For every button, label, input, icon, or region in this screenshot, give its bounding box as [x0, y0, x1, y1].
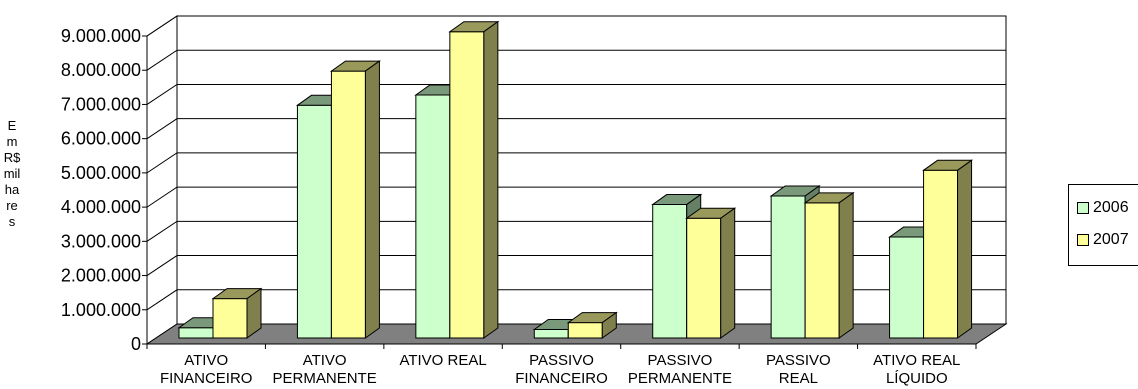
y-tick-label: 5.000.000 [61, 163, 141, 183]
x-tick-label: PASSIVO FINANCEIRO [515, 352, 608, 387]
bar-front [330, 70, 366, 339]
x-tick-label: ATIVO REAL [399, 352, 486, 369]
bar-side [483, 20, 499, 339]
legend: 2006 2007 [1068, 184, 1138, 266]
gridline [146, 49, 1006, 71]
gridline [146, 83, 1006, 105]
x-tick-label: ATIVO FINANCEIRO [160, 352, 253, 387]
x-tick-label: ATIVO REAL LÍQUIDO [873, 352, 960, 387]
bar-front [415, 94, 451, 339]
bar-front [533, 328, 569, 339]
bar-side [957, 159, 973, 339]
bar-front [652, 204, 688, 339]
bar-side [601, 311, 617, 339]
bar-2007-3 [448, 20, 500, 339]
bar-front [804, 202, 840, 339]
gridline [146, 152, 1006, 174]
legend-swatch-2006 [1077, 202, 1089, 214]
bar-front [296, 104, 332, 339]
side-wall [146, 15, 178, 345]
bar-side [720, 207, 736, 339]
bar-2007-2 [329, 60, 381, 339]
y-tick-label: 1.000.000 [61, 300, 141, 320]
y-tick-label: 9.000.000 [61, 26, 141, 46]
y-tick-label: 4.000.000 [61, 197, 141, 217]
y-tick-label: 2.000.000 [61, 266, 141, 286]
bar-front [449, 31, 485, 339]
x-tick-label: ATIVO PERMANENTE [273, 352, 377, 387]
bar-2007-6 [803, 191, 855, 339]
legend-label-2007: 2007 [1093, 231, 1129, 248]
bar-front [770, 195, 806, 339]
bar-2007-4 [566, 311, 618, 339]
bar-side [246, 287, 262, 339]
gridline [146, 118, 1006, 140]
y-axis-label: E m R$ mil ha re s [3, 118, 21, 229]
bar-2007-5 [685, 207, 737, 339]
bar-front [567, 322, 603, 339]
legend-label-2006: 2006 [1093, 199, 1129, 216]
bar-2007-7 [922, 159, 974, 339]
gridline [146, 186, 1006, 208]
legend-item-2007: 2007 [1077, 231, 1129, 249]
legend-item-2006: 2006 [1077, 199, 1129, 217]
bar-front [923, 169, 959, 339]
bar-2007-1 [211, 287, 263, 339]
bar-side [364, 60, 380, 339]
y-tick-label: 8.000.000 [61, 60, 141, 80]
legend-swatch-2007 [1077, 234, 1089, 246]
gridline [146, 15, 1006, 37]
y-tick-label: 3.000.000 [61, 231, 141, 251]
bar-front [889, 236, 925, 339]
x-tick-label: PASSIVO REAL [766, 352, 831, 387]
x-tick-label: PASSIVO PERMANENTE [628, 352, 732, 387]
bar-side [838, 191, 854, 339]
y-tick-label: 6.000.000 [61, 129, 141, 149]
y-tick-label: 7.000.000 [61, 94, 141, 114]
bar-front [212, 298, 248, 339]
y-tick-label: 0 [131, 334, 141, 354]
bar-front [686, 217, 722, 339]
bar-front [178, 327, 214, 339]
